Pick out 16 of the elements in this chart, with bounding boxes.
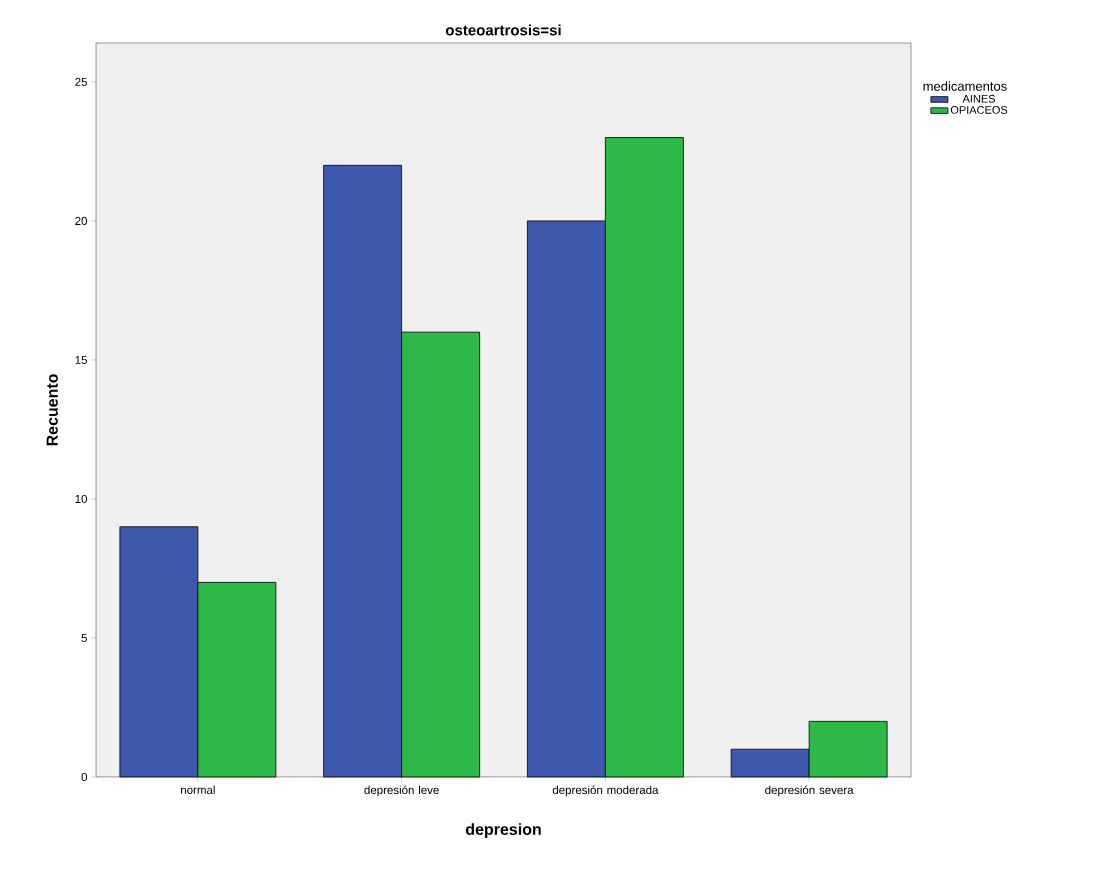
- y-tick-label: 5: [81, 633, 87, 642]
- x-tick-label: normal: [181, 785, 215, 794]
- chart-title: osteoartrosis=si: [445, 24, 561, 36]
- y-tick-label: 10: [75, 494, 88, 504]
- y-tick-label: 25: [75, 77, 87, 86]
- y-tick-label: 0: [81, 772, 88, 782]
- legend-label: OPIACEOS: [950, 106, 1008, 114]
- x-tick-label: depresión leve: [364, 785, 439, 797]
- x-axis-title: depresion: [465, 823, 541, 839]
- legend-title: medicamentos: [923, 81, 1007, 91]
- x-tick-label: depresión severa: [765, 785, 854, 797]
- x-tick-label: depresión moderada: [552, 785, 659, 797]
- y-tick-label: 20: [75, 216, 88, 225]
- y-tick-label: 15: [75, 355, 87, 364]
- legend-label: AINES: [962, 94, 996, 103]
- y-axis-title: Recuento: [46, 374, 58, 446]
